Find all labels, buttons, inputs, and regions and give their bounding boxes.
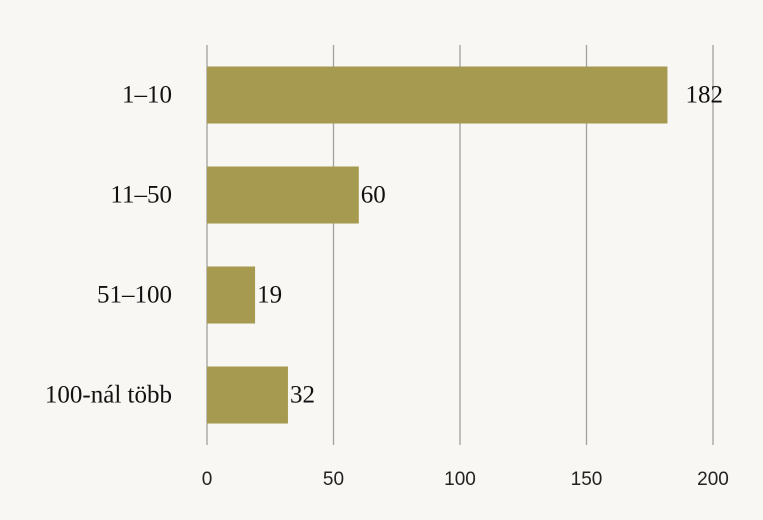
y-tick-label: 51–100 — [97, 282, 172, 309]
bar — [207, 266, 256, 324]
y-tick-label: 11–50 — [110, 182, 172, 209]
x-tick-label: 100 — [444, 469, 476, 490]
x-tick-label: 50 — [323, 469, 344, 490]
data-label: 60 — [361, 182, 386, 209]
y-tick-label: 1–10 — [122, 82, 172, 109]
bar — [207, 66, 668, 124]
x-tick-label: 150 — [571, 469, 603, 490]
bar — [207, 366, 288, 424]
x-tick-label: 0 — [202, 469, 213, 490]
data-label: 182 — [685, 82, 723, 109]
x-tick-label: 200 — [697, 469, 729, 490]
data-label: 32 — [290, 382, 315, 409]
bar — [207, 166, 359, 224]
data-label: 19 — [257, 282, 282, 309]
y-tick-label: 100-nál több — [45, 382, 172, 409]
